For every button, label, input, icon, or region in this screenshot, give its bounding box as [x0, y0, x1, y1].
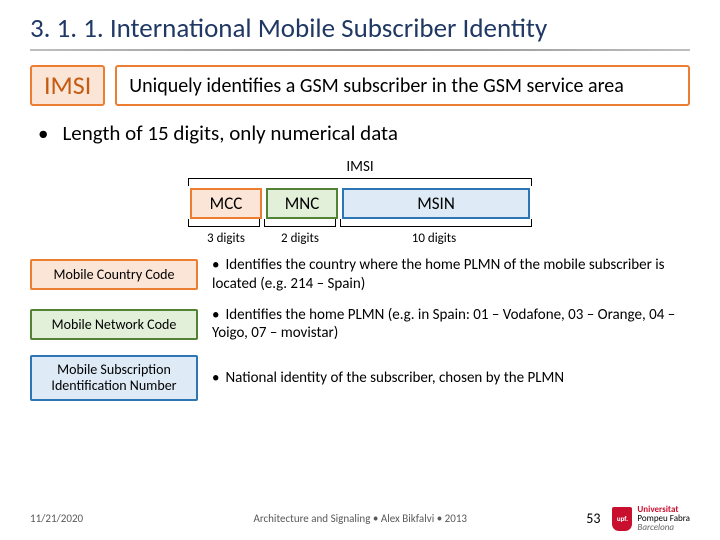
label-mcc: Mobile Country Code	[30, 259, 198, 290]
bullet-dot: •	[38, 120, 48, 146]
slide: 3. 1. 1. International Mobile Subscriber…	[0, 0, 720, 401]
digits-mcc: 3 digits	[190, 231, 262, 246]
description-rows: Mobile Country Code •Identifies the coun…	[30, 256, 690, 401]
desc-msin: •National identity of the subscriber, ch…	[212, 369, 690, 388]
footer-center: Architecture and Signaling • Alex Bikfal…	[160, 512, 560, 525]
bracket-bottom-group	[188, 219, 532, 229]
digits-row: 3 digits 2 digits 10 digits	[188, 231, 532, 246]
row-mnc: Mobile Network Code •Identifies the home…	[30, 306, 690, 344]
footer-page: 53	[560, 510, 600, 527]
logo-shield-icon: upf.	[612, 507, 632, 531]
label-mnc: Mobile Network Code	[30, 309, 198, 340]
bullet-text: Length of 15 digits, only numerical data	[62, 120, 397, 146]
digits-msin: 10 digits	[338, 231, 530, 246]
footer-date: 11/21/2020	[30, 512, 160, 525]
definition-text: Uniquely identifies a GSM subscriber in …	[115, 65, 690, 106]
desc-mnc: •Identifies the home PLMN (e.g. in Spain…	[212, 306, 690, 344]
bracket-top	[188, 178, 532, 188]
row-mcc: Mobile Country Code •Identifies the coun…	[30, 256, 690, 294]
imsi-diagram: IMSI MCC MNC MSIN 3 digits 2 digits 10 d…	[30, 158, 690, 246]
slide-title: 3. 1. 1. International Mobile Subscriber…	[30, 12, 690, 45]
desc-mcc: •Identifies the country where the home P…	[212, 256, 690, 294]
upf-logo: upf. Universitat Pompeu Fabra Barcelona	[612, 505, 690, 532]
logo-text: Universitat Pompeu Fabra Barcelona	[637, 505, 690, 532]
row-msin: Mobile Subscription Identification Numbe…	[30, 355, 690, 401]
imsi-badge: IMSI	[30, 65, 105, 106]
fields-row: MCC MNC MSIN	[188, 188, 532, 219]
digits-mnc: 2 digits	[262, 231, 338, 246]
footer: 11/21/2020 Architecture and Signaling • …	[0, 505, 720, 532]
field-msin: MSIN	[342, 188, 530, 219]
field-mcc: MCC	[190, 188, 262, 219]
field-mnc: MNC	[266, 188, 338, 219]
label-msin: Mobile Subscription Identification Numbe…	[30, 355, 198, 401]
bullet-length: • Length of 15 digits, only numerical dat…	[38, 120, 690, 146]
title-underline	[30, 49, 690, 51]
definition-row: IMSI Uniquely identifies a GSM subscribe…	[30, 65, 690, 106]
diagram-top-label: IMSI	[30, 158, 690, 176]
